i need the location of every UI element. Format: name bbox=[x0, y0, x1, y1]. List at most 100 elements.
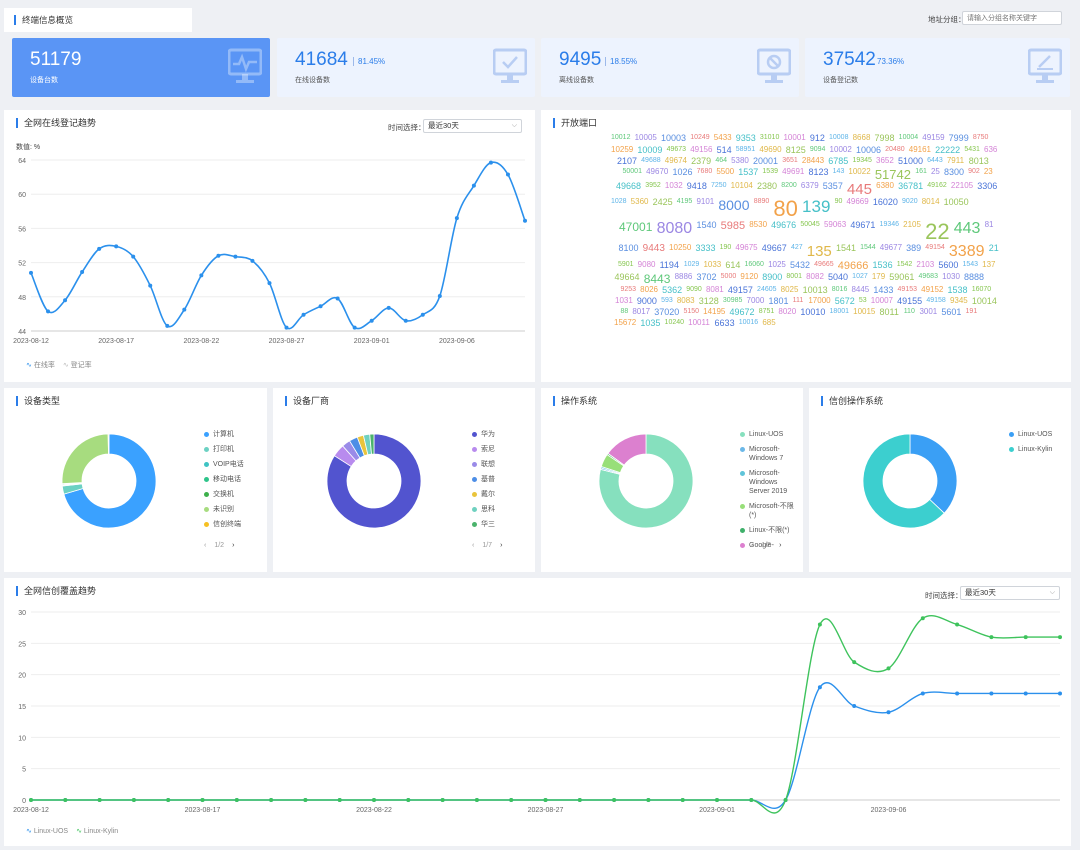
port-word: 9080 bbox=[637, 260, 656, 269]
data-point bbox=[301, 312, 306, 317]
legend-item[interactable]: 联想 bbox=[472, 460, 495, 469]
legend-item[interactable]: 思科 bbox=[472, 505, 495, 514]
data-point bbox=[680, 798, 685, 802]
legend-label: Google- bbox=[749, 542, 774, 549]
port-word: 9090 bbox=[686, 286, 702, 293]
legend-item[interactable]: 基普 bbox=[472, 475, 495, 484]
legend-item[interactable]: Linux-UOS bbox=[740, 430, 796, 439]
wave-icon: ∿ bbox=[26, 828, 32, 835]
legend-item[interactable]: Linux-Kylin bbox=[1009, 445, 1052, 454]
legend-item[interactable]: Microsoft-Windows 7 bbox=[740, 445, 796, 463]
stat-label: 在线设备数 bbox=[295, 77, 330, 84]
port-word: 5040 bbox=[828, 272, 849, 282]
x-tick-label: 2023-09-01 bbox=[354, 338, 390, 345]
port-word: 49691 bbox=[782, 167, 805, 176]
port-word: 47001 bbox=[619, 220, 653, 234]
legend-item[interactable]: Google- bbox=[740, 541, 796, 550]
data-point bbox=[817, 685, 822, 690]
port-word: 10014 bbox=[971, 296, 997, 306]
trend-legend: ∿ 在线率 ∿ 登记率 bbox=[26, 360, 92, 370]
header-tab[interactable] bbox=[4, 8, 192, 32]
legend-item[interactable]: 计算机 bbox=[204, 430, 244, 439]
data-point bbox=[920, 691, 925, 696]
xc-trend-title: 全网信创覆盖趋势 bbox=[16, 586, 96, 596]
port-word: 49156 bbox=[690, 145, 713, 154]
port-word: 51742 bbox=[874, 167, 911, 182]
x-tick-label: 2023-08-22 bbox=[183, 338, 219, 345]
legend-item[interactable]: Microsoft-不限(*) bbox=[740, 502, 796, 520]
os-panel: 操作系统 Linux-UOS Microsoft-Windows 7 Microso… bbox=[541, 388, 803, 572]
unit-label: 数值: % bbox=[16, 144, 41, 151]
port-word: 5601 bbox=[941, 307, 962, 317]
legend-item[interactable]: 打印机 bbox=[204, 445, 244, 454]
port-word: 20480 bbox=[885, 146, 905, 153]
port-word: 49158 bbox=[926, 297, 946, 304]
legend-kylin[interactable]: ∿ Linux-Kylin bbox=[76, 827, 118, 835]
data-point bbox=[369, 318, 374, 323]
port-word: 8125 bbox=[785, 145, 806, 155]
port-word: 49688 bbox=[641, 157, 661, 164]
port-word: 18001 bbox=[829, 308, 849, 315]
port-word: 10012 bbox=[611, 134, 631, 141]
port-word: 5500 bbox=[716, 167, 735, 176]
legend-register[interactable]: ∿ 登记率 bbox=[63, 360, 92, 370]
donut-slice bbox=[607, 433, 647, 466]
time-select[interactable]: 最近30天 ⌵ bbox=[423, 119, 522, 133]
port-word: 9020 bbox=[902, 198, 918, 205]
legend-uos[interactable]: ∿ Linux-UOS bbox=[26, 827, 68, 835]
data-point bbox=[303, 798, 308, 802]
data-point bbox=[488, 160, 493, 165]
port-word: 5360 bbox=[630, 197, 649, 206]
port-word: 1801 bbox=[768, 296, 789, 306]
port-word: 5380 bbox=[731, 156, 749, 165]
port-word: 10001 bbox=[783, 133, 806, 142]
xc-os-title: 信创操作系统 bbox=[821, 396, 883, 406]
legend-online[interactable]: ∿ 在线率 bbox=[26, 360, 55, 370]
legend-item[interactable]: 索尼 bbox=[472, 445, 495, 454]
port-word: 22105 bbox=[950, 181, 974, 190]
time-select[interactable]: 最近30天 ⌵ bbox=[960, 586, 1060, 600]
next-page-icon[interactable]: › bbox=[779, 542, 782, 549]
legend-item[interactable]: Linux-不限(*) bbox=[740, 526, 796, 535]
legend-item[interactable]: Microsoft-Windows Server 2019 bbox=[740, 469, 796, 496]
legend-label: Linux-UOS bbox=[749, 431, 784, 438]
y-tick-label: 15 bbox=[18, 704, 26, 711]
port-word: 9120 bbox=[740, 272, 759, 281]
legend-label: Linux-不限(*) bbox=[749, 527, 790, 534]
port-word: 8011 bbox=[879, 307, 899, 317]
group-search-input[interactable] bbox=[962, 11, 1062, 25]
trend-chart: 44 48 52 56 60 64 2023-08-12 2023-08-17 2023-08-… bbox=[13, 158, 527, 345]
port-word: 5362 bbox=[662, 285, 683, 295]
prev-page-icon[interactable]: ‹ bbox=[204, 542, 207, 549]
stat-label: 离线设备数 bbox=[559, 77, 594, 84]
legend-item[interactable]: 信创终端 bbox=[204, 520, 244, 529]
prev-page-icon[interactable]: ‹ bbox=[472, 542, 475, 549]
legend-item[interactable]: 华为 bbox=[472, 430, 495, 439]
monitor-block-icon bbox=[757, 48, 791, 83]
port-word: 2105 bbox=[903, 220, 921, 229]
legend-item[interactable]: 华三 bbox=[472, 520, 495, 529]
page-indicator: 1/2 bbox=[214, 542, 225, 549]
data-point bbox=[284, 325, 289, 330]
legend-item[interactable]: Linux-UOS bbox=[1009, 430, 1052, 439]
data-point bbox=[182, 307, 187, 312]
data-point bbox=[148, 283, 153, 288]
prev-page-icon[interactable]: ‹ bbox=[751, 542, 754, 549]
port-word: 10240 bbox=[664, 319, 685, 326]
next-page-icon[interactable]: › bbox=[232, 542, 235, 549]
data-point bbox=[577, 798, 582, 802]
legend-item[interactable]: 戴尔 bbox=[472, 490, 495, 499]
legend-item[interactable]: VOIP电话 bbox=[204, 460, 244, 469]
legend-label: Microsoft-不限(*) bbox=[749, 503, 794, 519]
port-word: 49676 bbox=[771, 220, 797, 230]
port-word: 190 bbox=[719, 244, 732, 251]
stat-percent: 81.45% bbox=[353, 57, 385, 66]
legend-item[interactable]: 未识别 bbox=[204, 505, 244, 514]
next-page-icon[interactable]: › bbox=[500, 542, 503, 549]
y-tick-label: 30 bbox=[18, 610, 26, 617]
port-word: 636 bbox=[984, 145, 998, 154]
legend-label: Linux-UOS bbox=[1018, 431, 1053, 438]
port-word: 6633 bbox=[714, 318, 735, 328]
legend-item[interactable]: 交换机 bbox=[204, 490, 244, 499]
legend-item[interactable]: 移动电话 bbox=[204, 475, 244, 484]
